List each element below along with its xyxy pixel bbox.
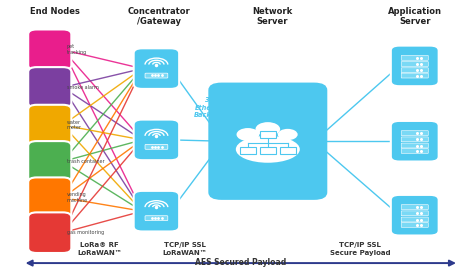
Circle shape [278, 129, 298, 140]
Text: gas monitoring: gas monitoring [66, 230, 104, 235]
FancyBboxPatch shape [401, 62, 428, 66]
Text: Network
Server: Network Server [253, 7, 292, 26]
FancyBboxPatch shape [28, 178, 71, 218]
FancyBboxPatch shape [401, 148, 428, 153]
FancyBboxPatch shape [401, 73, 428, 78]
FancyBboxPatch shape [401, 205, 428, 210]
FancyBboxPatch shape [401, 211, 428, 216]
FancyBboxPatch shape [260, 147, 276, 154]
FancyBboxPatch shape [401, 217, 428, 222]
FancyBboxPatch shape [401, 222, 428, 227]
FancyBboxPatch shape [145, 216, 168, 221]
FancyBboxPatch shape [260, 131, 276, 138]
Ellipse shape [236, 136, 300, 163]
FancyBboxPatch shape [391, 45, 439, 86]
Text: LoRa® RF
LoRaWAN™: LoRa® RF LoRaWAN™ [77, 242, 122, 256]
Circle shape [255, 122, 280, 136]
FancyBboxPatch shape [28, 105, 71, 145]
Text: vending
machine: vending machine [66, 192, 88, 203]
FancyBboxPatch shape [401, 143, 428, 148]
FancyBboxPatch shape [134, 120, 179, 160]
Text: water
meter: water meter [66, 120, 82, 130]
FancyArrowPatch shape [27, 261, 454, 266]
FancyBboxPatch shape [401, 137, 428, 142]
FancyBboxPatch shape [28, 213, 71, 253]
Text: TCP/IP SSL
LoRaWAN™: TCP/IP SSL LoRaWAN™ [163, 242, 207, 256]
Text: Concentrator
/Gateway: Concentrator /Gateway [128, 7, 190, 26]
Text: Application
Server: Application Server [388, 7, 442, 26]
Text: trash container: trash container [66, 159, 104, 164]
FancyBboxPatch shape [145, 73, 168, 78]
FancyBboxPatch shape [391, 195, 439, 236]
Circle shape [237, 128, 259, 141]
FancyBboxPatch shape [28, 141, 71, 182]
FancyBboxPatch shape [401, 131, 428, 136]
FancyBboxPatch shape [401, 68, 428, 73]
FancyBboxPatch shape [208, 83, 327, 200]
Text: 3G/
Ethernet
Backhaul: 3G/ Ethernet Backhaul [194, 97, 228, 118]
Text: pet
tracking: pet tracking [66, 44, 87, 55]
FancyBboxPatch shape [134, 48, 179, 89]
Text: AES Secured Payload: AES Secured Payload [195, 259, 286, 267]
FancyBboxPatch shape [391, 121, 439, 161]
FancyBboxPatch shape [401, 55, 428, 60]
FancyBboxPatch shape [240, 147, 256, 154]
FancyBboxPatch shape [28, 30, 71, 70]
Text: End Nodes: End Nodes [29, 7, 80, 16]
FancyBboxPatch shape [145, 144, 168, 149]
FancyBboxPatch shape [134, 191, 179, 231]
Text: smoke alarm: smoke alarm [66, 85, 99, 90]
Text: TCP/IP SSL
Secure Payload: TCP/IP SSL Secure Payload [330, 242, 391, 256]
FancyBboxPatch shape [280, 147, 296, 154]
FancyBboxPatch shape [28, 67, 71, 108]
